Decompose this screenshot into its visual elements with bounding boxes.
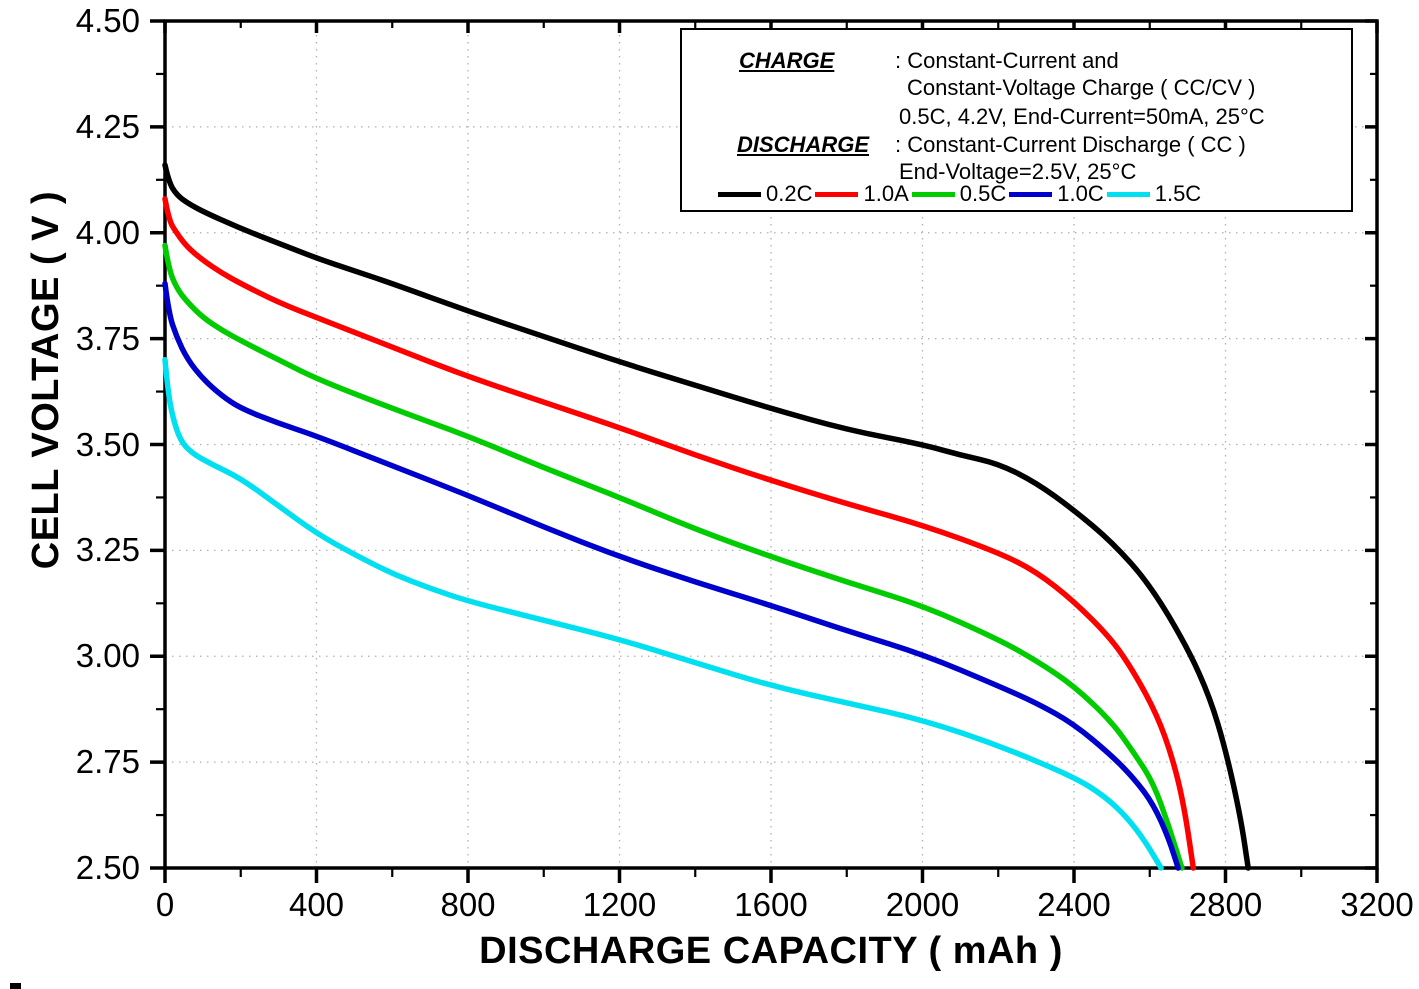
x-tick-label: 0 (155, 886, 175, 923)
x-tick-label: 3200 (1340, 886, 1414, 923)
legend-charge-text-3: 0.5C, 4.2V, End-Current=50mA, 25°C (899, 104, 1265, 129)
legend-line-swatch (815, 191, 859, 197)
y-tick-label: 3.50 (75, 425, 140, 463)
legend-entry-1.0C: 1.0C (1009, 181, 1104, 206)
legend-entry-label: 0.2C (766, 181, 813, 206)
x-tick-label: 400 (288, 886, 345, 923)
y-tick-label: 3.25 (75, 531, 140, 569)
curve-0.2C (162, 162, 1251, 871)
x-axis-title: DISCHARGE CAPACITY ( mAh ) (479, 930, 1063, 972)
legend-entry-0.5C: 0.5C (911, 181, 1007, 206)
legend-discharge-text-1: : Constant-Current Discharge ( CC ) (895, 132, 1246, 157)
y-tick-label: 4.25 (75, 107, 140, 145)
y-tick-label: 3.00 (75, 637, 140, 675)
y-tick-label: 2.75 (75, 743, 140, 781)
legend-line-swatch (1009, 191, 1053, 197)
y-tick-label: 4.50 (75, 2, 140, 39)
legend-charge-text-1: : Constant-Current and (895, 48, 1119, 73)
x-tick-label: 1200 (582, 886, 657, 923)
legend-entry-label: 1.5C (1154, 181, 1202, 206)
legend-entries: 0.2C 1.0A 0.5C 1.0C 1.5C (718, 182, 1343, 206)
legend-box: CHARGE : Constant-Current and Constant-V… (680, 28, 1353, 212)
legend-entry-label: 0.5C (959, 181, 1007, 206)
legend-entry-0.2C: 0.2C (718, 182, 812, 206)
legend-line-swatch (718, 191, 761, 197)
x-tick-label: 2800 (1188, 886, 1263, 923)
legend-entry-label: 1.0C (1057, 181, 1104, 206)
y-axis-title: CELL VOLTAGE ( V ) (25, 190, 67, 570)
legend-charge-label: CHARGE (739, 48, 835, 73)
stray-mark (10, 983, 21, 989)
y-tick-label: 3.75 (75, 319, 140, 357)
legend-discharge-label: DISCHARGE (737, 132, 870, 157)
x-tick-label: 2000 (885, 886, 960, 923)
y-tick-label: 2.50 (75, 849, 140, 886)
x-tick-label: 2400 (1037, 886, 1111, 923)
legend-entry-1.0A: 1.0A (815, 181, 909, 206)
x-tick-label: 800 (440, 886, 496, 923)
y-tick-label: 4.00 (75, 213, 140, 251)
curve-1.5C (162, 357, 1164, 871)
legend-line-swatch (911, 191, 955, 197)
x-tick-label: 1600 (734, 886, 808, 923)
legend-discharge-text-2: End-Voltage=2.5V, 25°C (899, 159, 1137, 184)
plot-frame (163, 19, 1379, 870)
curve-0.5C (162, 242, 1185, 871)
legend-line-swatch (1106, 191, 1150, 197)
legend-entry-label: 1.0A (863, 181, 909, 206)
legend-entry-1.5C: 1.5C (1106, 181, 1202, 206)
curve-1.0C (162, 280, 1181, 871)
legend-charge-text-2: Constant-Voltage Charge ( CC/CV ) (907, 75, 1256, 100)
curve-1.0A (162, 196, 1197, 871)
